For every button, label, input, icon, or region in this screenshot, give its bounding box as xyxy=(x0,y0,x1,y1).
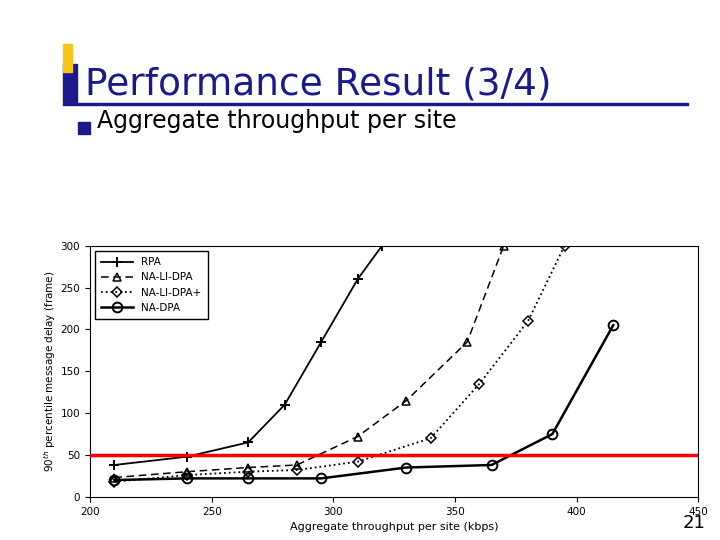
Y-axis label: 90$^{th}$ percentile message delay (frame): 90$^{th}$ percentile message delay (fram… xyxy=(42,271,58,472)
Line: NA-LI-DPA+: NA-LI-DPA+ xyxy=(111,242,568,485)
NA-LI-DPA xyxy=(500,242,508,249)
NA-DPA xyxy=(110,477,119,483)
Text: Aggregate throughput per site: Aggregate throughput per site xyxy=(97,109,456,133)
NA-LI-DPA+ xyxy=(110,478,119,485)
NA-LI-DPA xyxy=(183,468,192,475)
RPA xyxy=(244,439,253,446)
NA-LI-DPA xyxy=(244,464,253,471)
X-axis label: Aggregate throughput per site (kbps): Aggregate throughput per site (kbps) xyxy=(290,522,498,532)
NA-DPA xyxy=(487,462,496,468)
Bar xyxy=(63,103,688,105)
Text: 21: 21 xyxy=(683,514,706,532)
Text: Performance Result (3/4): Performance Result (3/4) xyxy=(85,67,552,103)
NA-DPA xyxy=(317,475,325,482)
NA-LI-DPA xyxy=(292,462,301,468)
NA-LI-DPA xyxy=(110,474,119,481)
NA-DPA xyxy=(402,464,410,471)
NA-LI-DPA xyxy=(402,397,410,404)
RPA xyxy=(183,454,192,460)
RPA xyxy=(378,242,387,249)
Line: RPA: RPA xyxy=(109,241,387,470)
RPA xyxy=(280,401,289,408)
RPA xyxy=(110,462,119,468)
NA-LI-DPA+ xyxy=(523,318,532,324)
Legend: RPA, NA-LI-DPA, NA-LI-DPA+, NA-DPA: RPA, NA-LI-DPA, NA-LI-DPA+, NA-DPA xyxy=(95,251,207,319)
NA-LI-DPA xyxy=(354,433,362,440)
Bar xyxy=(63,44,72,72)
NA-LI-DPA+ xyxy=(354,458,362,465)
Line: NA-DPA: NA-DPA xyxy=(109,320,618,485)
NA-LI-DPA+ xyxy=(183,472,192,478)
Bar xyxy=(78,122,90,134)
NA-LI-DPA+ xyxy=(292,467,301,473)
NA-DPA xyxy=(244,475,253,482)
NA-LI-DPA xyxy=(463,339,472,345)
NA-LI-DPA+ xyxy=(244,468,253,475)
RPA xyxy=(354,276,362,282)
NA-DPA xyxy=(183,475,192,482)
NA-LI-DPA+ xyxy=(426,435,435,442)
Line: NA-LI-DPA: NA-LI-DPA xyxy=(110,241,508,482)
RPA xyxy=(317,339,325,345)
NA-DPA xyxy=(609,322,618,328)
NA-LI-DPA+ xyxy=(475,381,484,387)
NA-LI-DPA+ xyxy=(560,242,569,249)
Bar xyxy=(63,64,77,102)
NA-DPA xyxy=(548,431,557,437)
